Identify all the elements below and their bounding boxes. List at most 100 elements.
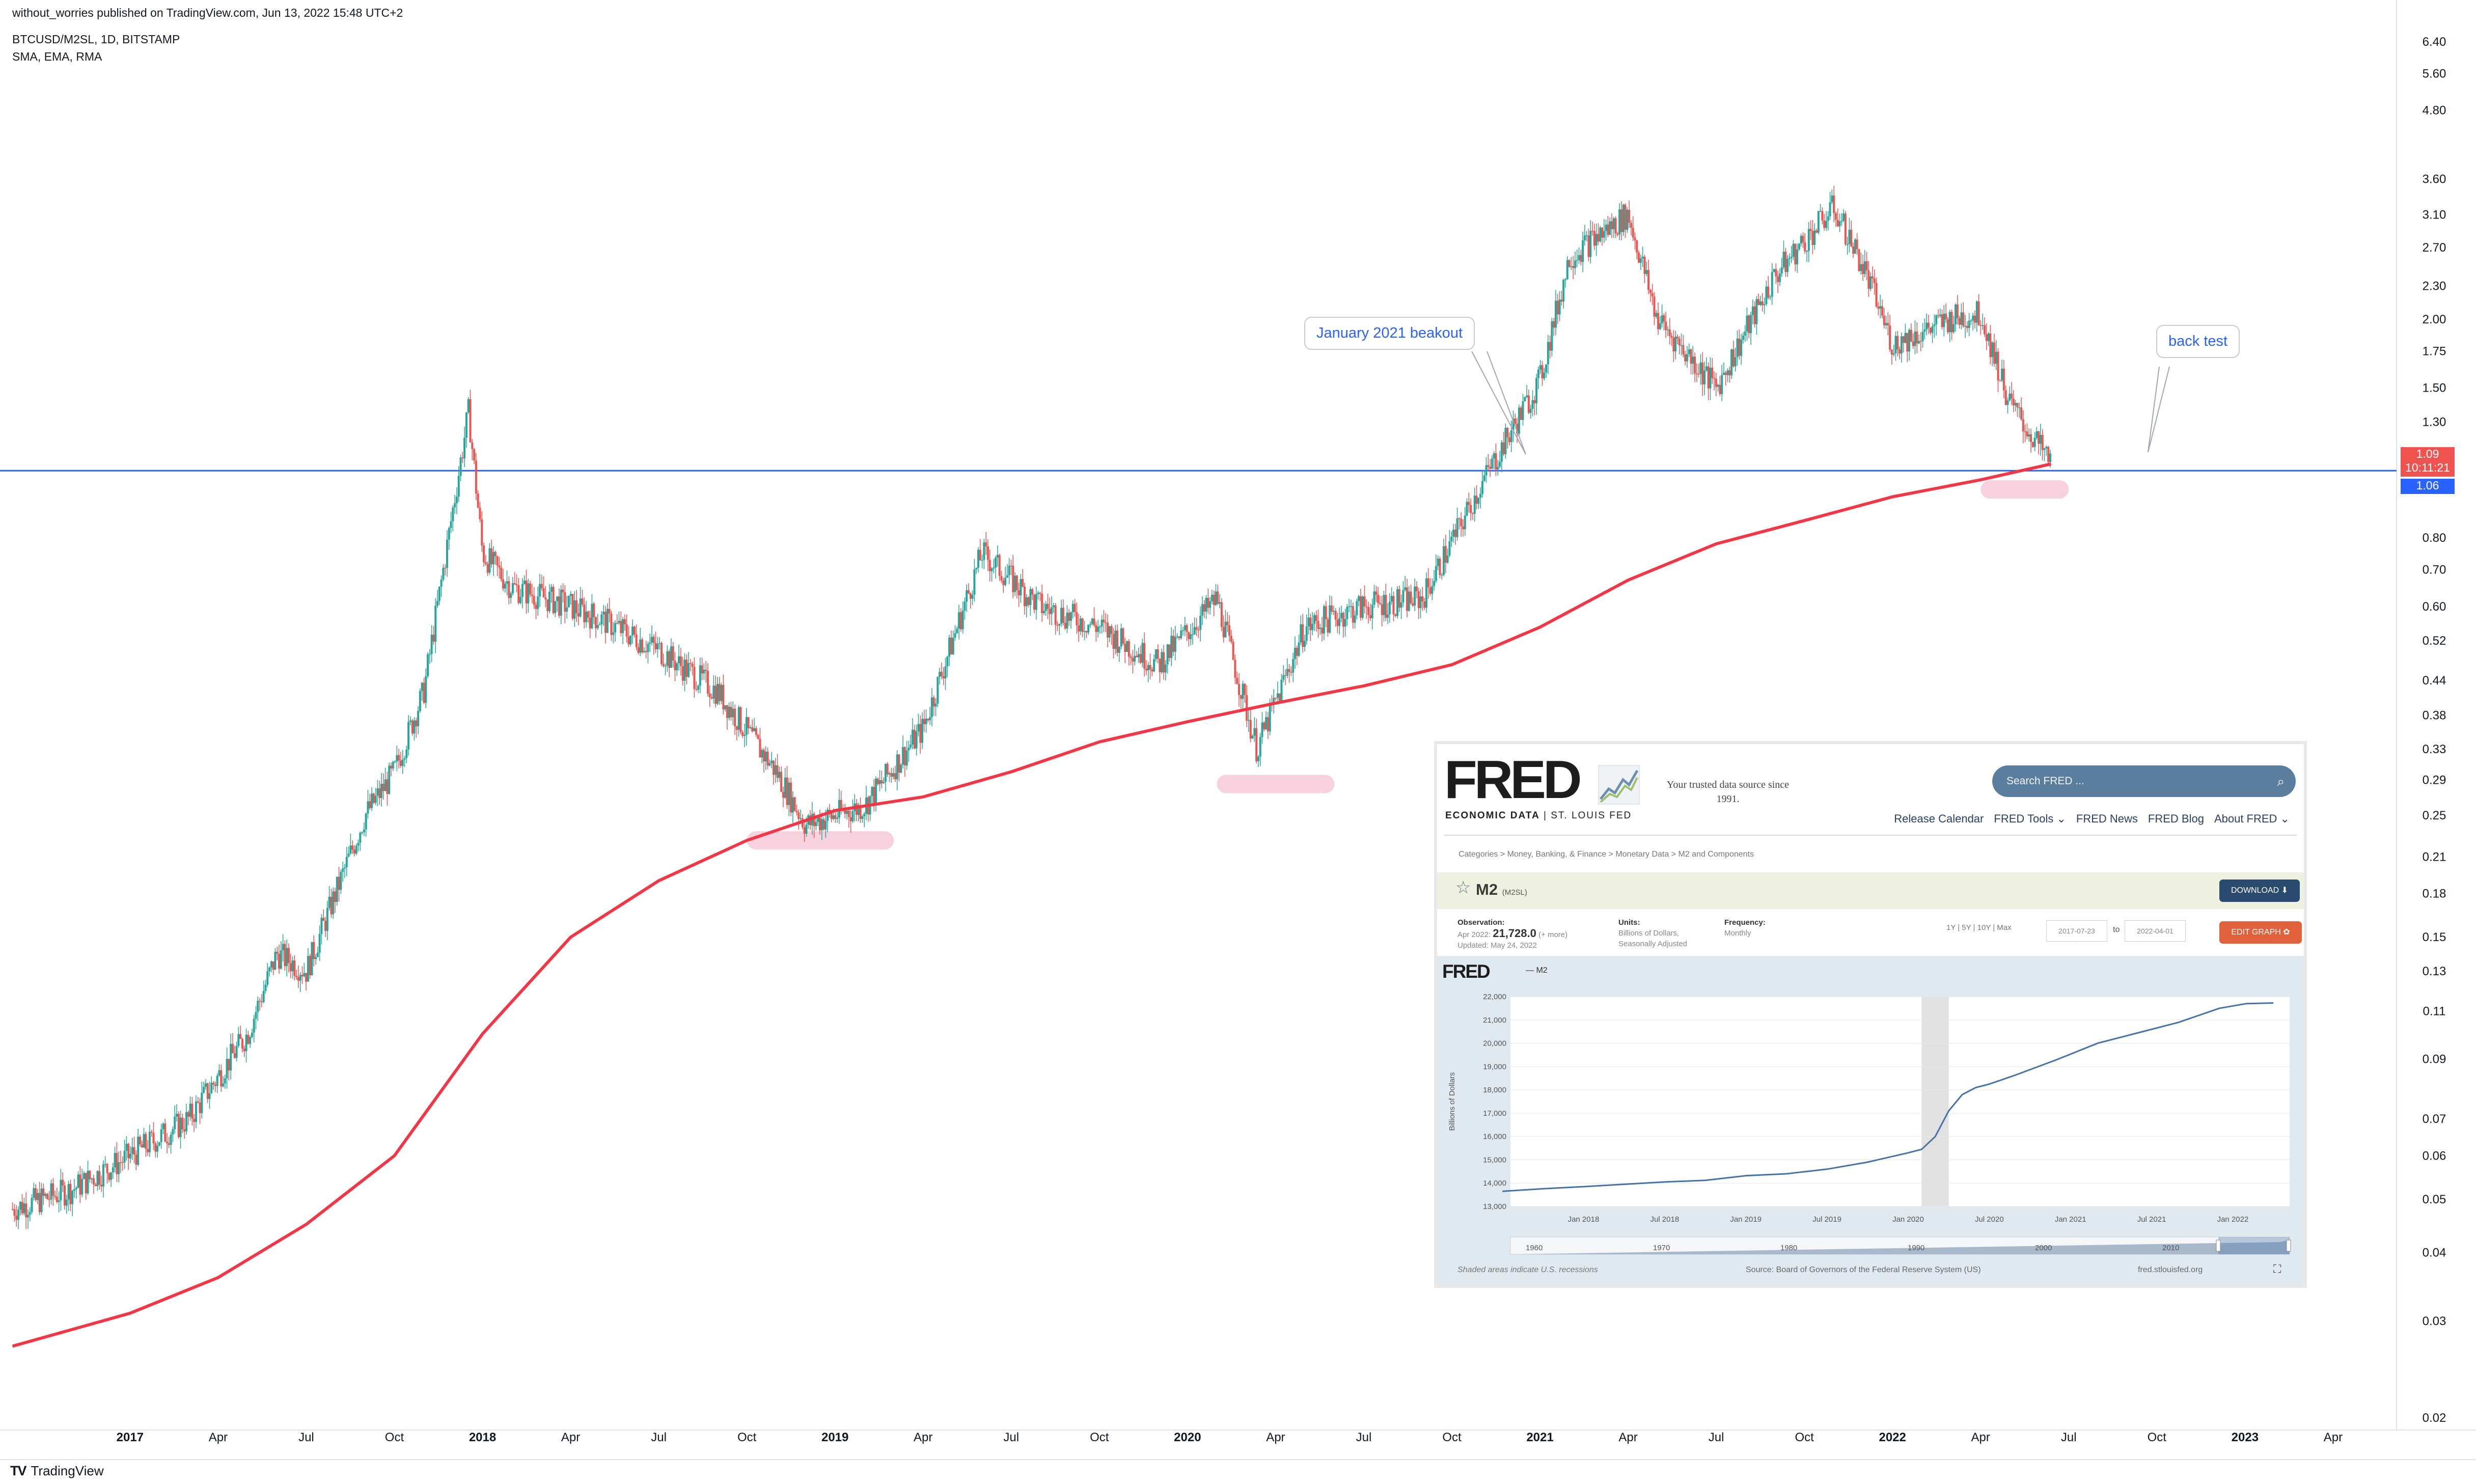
candle-body: [264, 984, 267, 991]
candle-body: [376, 788, 379, 796]
candle-body: [129, 1153, 131, 1159]
candle-body: [154, 1143, 157, 1152]
tradingview-logo[interactable]: TV TradingView: [10, 1463, 104, 1479]
m2-chart[interactable]: 13,000 14,000 15,000 16,000 17,000 18,000 19,0…: [1437, 744, 2307, 1288]
candle-body: [104, 1164, 106, 1165]
candle-body: [788, 782, 790, 805]
candle-body: [2014, 403, 2017, 406]
candle-body: [106, 1164, 108, 1173]
candle-body: [399, 760, 402, 766]
candle-body: [612, 632, 615, 635]
candle-body: [168, 1143, 170, 1145]
candle-body: [239, 1034, 242, 1039]
nav-fred-tools[interactable]: FRED Tools ⌄: [1994, 812, 2066, 825]
candle-body: [102, 1164, 104, 1187]
candle-body: [398, 755, 400, 761]
nav-fred-news[interactable]: FRED News: [2076, 812, 2138, 825]
download-button[interactable]: DOWNLOAD ⬇: [2219, 880, 2300, 902]
fred-url[interactable]: fred.stlouisfed.org: [2138, 1266, 2203, 1274]
candle-body: [1757, 299, 1760, 305]
candle-body: [971, 594, 974, 599]
search-icon[interactable]: ⌕: [2277, 774, 2285, 789]
price-axis-label: 0.52: [2423, 634, 2446, 648]
candle-body: [959, 612, 962, 629]
candle-body: [479, 507, 481, 519]
candle-body: [912, 729, 914, 745]
date-from-input[interactable]: 2017-07-23: [2046, 920, 2107, 942]
candle-body: [1141, 643, 1144, 663]
candle-body: [197, 1101, 199, 1103]
candle-body: [824, 820, 827, 830]
range-selector[interactable]: 1Y | 5Y | 10Y | Max: [1946, 923, 2012, 932]
candle-body: [1958, 318, 1961, 325]
observation-block: Observation: Apr 2022: 21,728.0 (+ more)…: [1457, 917, 1567, 951]
candle-body: [718, 683, 721, 701]
expand-icon[interactable]: ⛶: [2273, 1262, 2281, 1275]
candle-body: [75, 1188, 77, 1190]
annotation-breakout[interactable]: January 2021 beakout: [1304, 317, 1475, 350]
candle-body: [1838, 221, 1841, 227]
units-value-2: Seasonally Adjusted: [1618, 940, 1688, 948]
candle-body: [1143, 643, 1146, 669]
candle-body: [1852, 246, 1855, 254]
candle-body: [1344, 619, 1346, 627]
y-axis-label: 22,000: [1483, 993, 1506, 1001]
navigator-label: 1960: [1526, 1244, 1543, 1252]
candle-body: [892, 773, 895, 777]
candle-body: [1933, 324, 1936, 326]
candle-body: [699, 665, 701, 686]
candle-body: [917, 724, 920, 732]
candle-body: [1282, 675, 1285, 680]
candle-body: [1473, 496, 1476, 514]
breadcrumb[interactable]: Categories > Money, Banking, & Finance >…: [1459, 850, 1754, 859]
candle-body: [1699, 362, 1702, 374]
candle-body: [691, 664, 694, 667]
candle-body: [1334, 611, 1337, 620]
candle-body: [2012, 398, 2015, 406]
candle-body: [1537, 369, 1539, 378]
candle-body: [1780, 267, 1783, 273]
candle-body: [1437, 558, 1439, 566]
nav-release-calendar[interactable]: Release Calendar: [1894, 812, 1984, 825]
candle-body: [1641, 256, 1644, 259]
candle-body: [233, 1053, 236, 1058]
candle-body: [771, 760, 773, 763]
time-axis-label: 2020: [1174, 1431, 1201, 1444]
candle-body: [1446, 555, 1449, 563]
y-axis-title: Billions of Dollars: [1448, 1072, 1456, 1131]
candle-body: [834, 815, 837, 819]
time-axis-label: Jul: [651, 1431, 667, 1444]
candle-body: [910, 744, 912, 748]
annotation-backtest[interactable]: back test: [2156, 325, 2240, 358]
candle-body: [214, 1084, 216, 1086]
last-price-value: 1.09: [2416, 447, 2439, 460]
m2-series-line: [1502, 1002, 2274, 1192]
candle-body: [1081, 618, 1084, 632]
nav-fred-blog[interactable]: FRED Blog: [2148, 812, 2204, 825]
candle-body: [121, 1162, 124, 1163]
candle-body: [1044, 603, 1047, 611]
candle-body: [1719, 384, 1721, 394]
candle-body: [71, 1191, 74, 1204]
candle-body: [998, 555, 1001, 576]
fred-logo[interactable]: FRED: [1444, 750, 1582, 810]
candle-body: [1576, 260, 1578, 261]
date-to-input[interactable]: 2022-04-01: [2125, 920, 2186, 942]
observation-more-link[interactable]: (+ more): [1538, 930, 1568, 939]
candle-body: [664, 666, 667, 667]
candle-body: [1207, 597, 1209, 608]
star-icon[interactable]: ☆: [1455, 878, 1471, 897]
candle-body: [539, 584, 541, 597]
candle-body: [1415, 586, 1418, 592]
candle-body: [1236, 677, 1239, 684]
edit-graph-button[interactable]: EDIT GRAPH ✿: [2219, 921, 2302, 944]
candle-body: [1290, 672, 1292, 673]
candle-body: [991, 568, 993, 571]
fred-search-input[interactable]: Search FRED ... ⌕: [1992, 765, 2296, 797]
time-axis-label: Oct: [1090, 1431, 1109, 1444]
candle-body: [15, 1216, 18, 1220]
candle-body: [1042, 611, 1045, 613]
nav-about-fred[interactable]: About FRED ⌄: [2214, 812, 2290, 825]
candle-body: [1792, 243, 1795, 257]
